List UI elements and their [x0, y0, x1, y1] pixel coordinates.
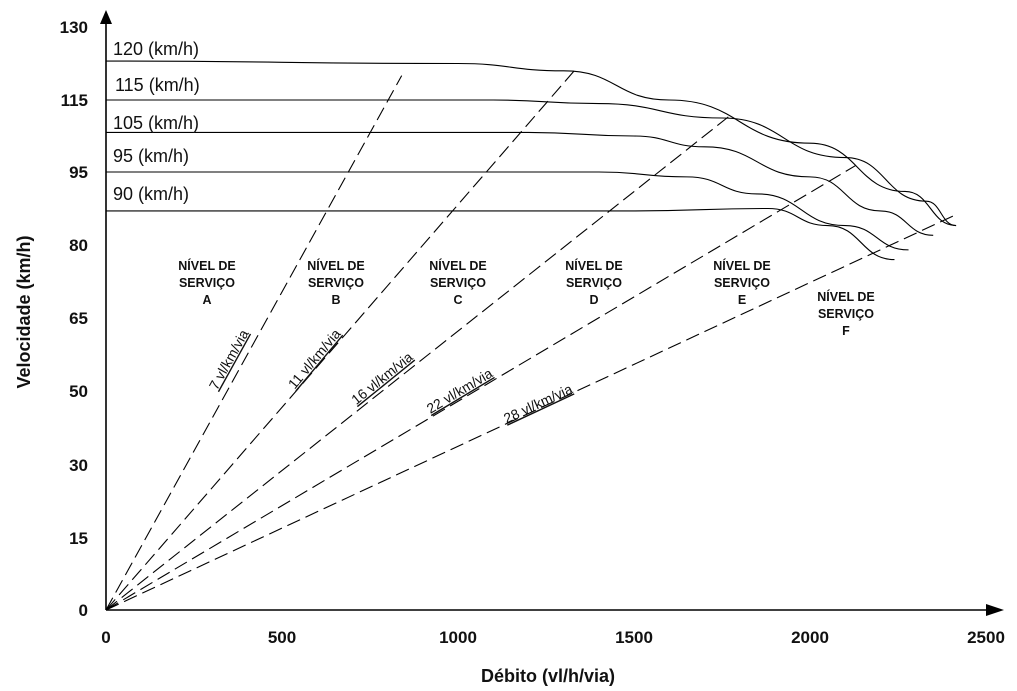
los-label-c: NÍVEL DE SERVIÇO C	[429, 258, 486, 307]
y-tick-label: 95	[69, 163, 88, 182]
y-tick-label: 15	[69, 529, 88, 548]
density-label-11: 11 vl/km/via	[285, 326, 344, 392]
y-tick-label: 30	[69, 456, 88, 475]
los-label-a: NÍVEL DE SERVIÇO A	[178, 258, 235, 307]
svg-text:SERVIÇO: SERVIÇO	[179, 276, 235, 290]
y-tick-label: 130	[60, 18, 88, 37]
x-axis-arrow-icon	[986, 604, 1004, 616]
svg-text:SERVIÇO: SERVIÇO	[566, 276, 622, 290]
speed-curve-0	[105, 60, 957, 227]
y-tick-label: 65	[69, 309, 88, 328]
svg-text:A: A	[202, 293, 211, 307]
y-tick-label: 80	[69, 236, 88, 255]
density-label-22: 22 vl/km/via	[424, 365, 496, 417]
density-label-28: 28 vl/km/via	[501, 381, 575, 427]
density-line-22	[105, 164, 857, 611]
series-label-115: 115 (km/h)	[115, 75, 200, 95]
x-tick-label: 0	[101, 628, 110, 647]
speed-flow-curves	[105, 60, 957, 261]
y-tick-label: 115	[61, 91, 88, 110]
svg-text:E: E	[738, 293, 746, 307]
los-label-e: NÍVEL DE SERVIÇO E	[713, 258, 770, 307]
y-axis-arrow-icon	[100, 10, 112, 24]
series-label-90: 90 (km/h)	[113, 184, 189, 204]
svg-text:B: B	[331, 293, 340, 307]
y-axis-title: Velocidade (km/h)	[14, 235, 34, 388]
svg-text:SERVIÇO: SERVIÇO	[430, 276, 486, 290]
density-lines	[105, 66, 957, 611]
x-tick-label: 1500	[615, 628, 653, 647]
density-line-7	[105, 75, 403, 611]
svg-text:SERVIÇO: SERVIÇO	[308, 276, 364, 290]
speed-curve-3	[105, 171, 909, 251]
y-tick-label: 0	[79, 601, 88, 620]
series-label-120: 120 (km/h)	[113, 39, 199, 59]
density-label-16: 16 vl/km/via	[348, 349, 416, 408]
x-tick-label: 1000	[439, 628, 477, 647]
svg-text:NÍVEL DE: NÍVEL DE	[817, 289, 874, 304]
svg-text:NÍVEL DE: NÍVEL DE	[565, 258, 622, 273]
speed-curve-1	[106, 99, 957, 227]
los-label-b: NÍVEL DE SERVIÇO B	[307, 258, 364, 307]
x-tick-label: 2500	[967, 628, 1005, 647]
speed-curve-4	[105, 207, 895, 261]
svg-text:NÍVEL DE: NÍVEL DE	[713, 258, 770, 273]
svg-text:NÍVEL DE: NÍVEL DE	[178, 258, 235, 273]
los-label-f: NÍVEL DE SERVIÇO F	[817, 289, 874, 338]
svg-text:SERVIÇO: SERVIÇO	[818, 307, 874, 321]
density-line-28	[105, 214, 957, 611]
svg-text:C: C	[453, 293, 462, 307]
x-tick-label: 2000	[791, 628, 829, 647]
svg-text:SERVIÇO: SERVIÇO	[714, 276, 770, 290]
density-line-16	[105, 113, 733, 611]
svg-text:NÍVEL DE: NÍVEL DE	[307, 258, 364, 273]
y-tick-label: 50	[69, 382, 88, 401]
speed-curve-2	[106, 131, 934, 236]
svg-text:D: D	[589, 293, 598, 307]
series-label-105: 105 (km/h)	[113, 113, 199, 133]
x-axis-title: Débito (vl/h/via)	[481, 666, 615, 686]
svg-text:NÍVEL DE: NÍVEL DE	[429, 258, 486, 273]
x-tick-label: 500	[268, 628, 296, 647]
svg-text:F: F	[842, 324, 850, 338]
los-label-d: NÍVEL DE SERVIÇO D	[565, 258, 622, 307]
series-label-95: 95 (km/h)	[113, 146, 189, 166]
